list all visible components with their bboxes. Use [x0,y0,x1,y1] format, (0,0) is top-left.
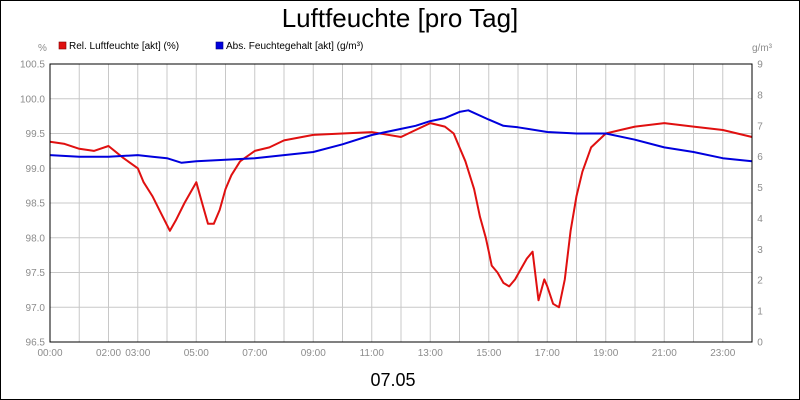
y-left-tick-label: 98.5 [26,199,46,210]
y-left-tick-label: 98.0 [26,233,46,244]
y-right-tick-label: 5 [757,183,763,194]
y-left-tick-label: 100.5 [20,60,45,71]
x-tick-label: 03:00 [125,348,150,359]
date-label: 07.05 [370,370,415,390]
x-tick-label: 19:00 [593,348,618,359]
y-right-tick-label: 3 [757,245,763,256]
y-left-tick-label: 97.5 [26,268,46,279]
x-tick-label: 21:00 [652,348,677,359]
legend-entry-abs: Abs. Feuchtegehalt [akt] (g/m³) [226,41,363,52]
chart-title: Luftfeuchte [pro Tag] [282,3,519,33]
x-tick-label: 23:00 [710,348,735,359]
plot-area-border [49,63,753,343]
legend: Rel. Luftfeuchte [akt] (%) Abs. Feuchteg… [58,41,363,52]
y-left-tick-label: 100.0 [20,94,45,105]
series-line-rel-humidity [49,122,753,309]
x-tick-label: 15:00 [476,348,501,359]
y-right-tick-label: 7 [757,121,763,132]
y-right-tick-label: 8 [757,90,763,101]
y-right-tick-label: 9 [757,60,763,71]
y-right-unit: g/m³ [752,43,773,54]
x-tick-label: 05:00 [184,348,209,359]
x-tick-label: 00:00 [37,348,62,359]
y-left-tick-label: 99.5 [26,129,46,140]
y-right-tick-label: 6 [757,152,763,163]
x-tick-label: 11:00 [360,348,385,359]
x-tick-label: 09:00 [301,348,326,359]
y-right-tick-label: 0 [757,338,763,349]
y-left-tick-label: 96.5 [26,338,46,349]
y-right-tick-label: 4 [757,214,763,225]
y-left-tick-label: 97.0 [26,303,46,314]
legend-entry-rel: Rel. Luftfeuchte [akt] (%) [69,41,179,52]
y-left-tick-label: 99.0 [26,164,46,175]
y-left-unit: % [38,43,47,54]
y-right-tick-label: 1 [757,307,763,318]
x-tick-label: 13:00 [418,348,443,359]
y-right-tick-label: 2 [757,276,763,287]
grid [50,64,752,342]
series-line-abs-humidity [49,109,753,164]
legend-swatch-rel [58,41,67,50]
axis-ticks: 100.5 100.0 99.5 99.0 98.5 98.0 97.5 97.0 96.5 9 8… [20,60,763,360]
x-tick-label: 07:00 [242,348,267,359]
x-tick-label: 02:00 [96,348,121,359]
series-lines [49,109,753,309]
legend-swatch-abs [215,41,224,50]
x-tick-label: 17:00 [535,348,560,359]
